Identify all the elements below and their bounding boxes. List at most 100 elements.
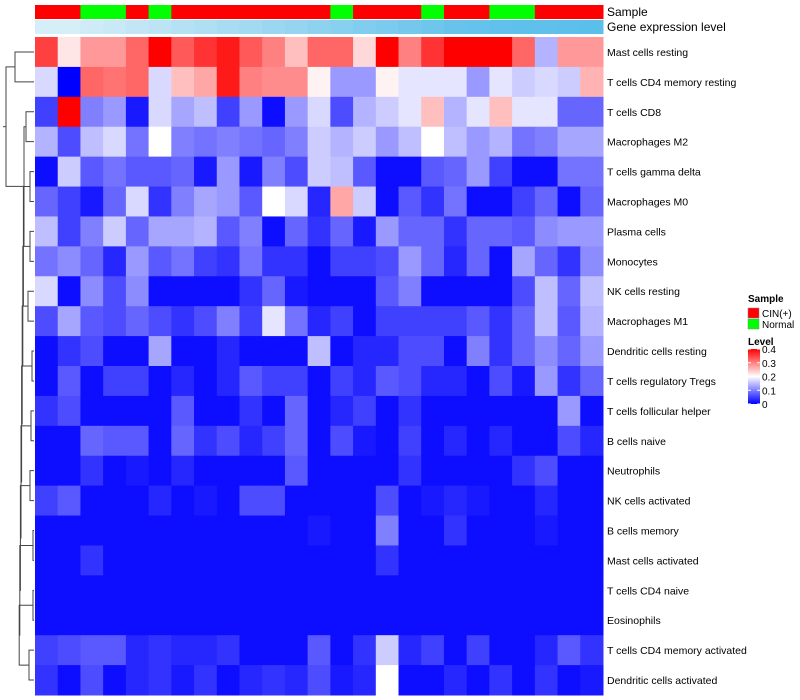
heatmap-cell xyxy=(57,425,81,457)
heatmap-cell xyxy=(103,485,127,517)
expression-annotation-cell xyxy=(557,20,581,34)
heatmap-cell xyxy=(330,485,354,517)
heatmap-cell xyxy=(103,545,127,576)
heatmap-cell xyxy=(375,126,400,158)
heatmap-cell xyxy=(307,336,331,367)
heatmap-cell xyxy=(443,455,468,487)
heatmap-cell xyxy=(489,156,513,188)
heatmap-cell xyxy=(57,246,81,277)
heatmap-cell xyxy=(171,366,195,397)
heatmap-cell xyxy=(57,37,81,68)
heatmap-cell xyxy=(239,37,263,68)
heatmap-cell xyxy=(466,216,490,247)
heatmap-cell xyxy=(443,336,468,367)
heatmap-cell xyxy=(262,485,286,517)
row-labels: Mast cells resting T cells CD4 memory res… xyxy=(607,47,747,687)
heatmap-cell xyxy=(330,545,354,576)
heatmap-cell xyxy=(103,66,127,98)
heatmap-cell xyxy=(307,395,331,427)
heatmap-cell xyxy=(398,485,422,517)
heatmap-cell xyxy=(534,366,559,397)
heatmap-cell xyxy=(57,126,81,158)
expression-annotation-cell xyxy=(57,20,81,34)
heatmap-cell xyxy=(580,126,604,158)
sample-annotation-cell xyxy=(375,5,400,19)
heatmap-cell xyxy=(580,515,604,546)
heatmap-cell xyxy=(307,246,331,277)
heatmap-cell xyxy=(580,216,604,247)
heatmap-cell xyxy=(353,66,377,98)
row-label: B cells memory xyxy=(607,526,680,538)
heatmap-cell xyxy=(148,37,172,68)
heatmap-cell xyxy=(557,186,581,217)
heatmap-cell xyxy=(35,665,59,696)
heatmap-cell xyxy=(284,336,309,367)
expression-annotation-cell xyxy=(353,20,377,34)
heatmap-cell xyxy=(194,545,218,576)
heatmap-cell xyxy=(557,37,581,68)
heatmap-cell xyxy=(534,126,559,158)
heatmap-cell xyxy=(534,635,559,666)
row-label: Mast cells activated xyxy=(607,555,699,567)
heatmap-cell xyxy=(80,37,104,68)
heatmap-cell xyxy=(148,156,172,188)
heatmap-cell xyxy=(148,455,172,487)
heatmap-cell xyxy=(512,216,536,247)
legend-tick-label: 0 xyxy=(762,400,768,411)
heatmap-cell xyxy=(35,395,59,427)
heatmap-cell xyxy=(443,485,468,517)
heatmap-cell xyxy=(534,276,559,307)
heatmap-cell xyxy=(262,455,286,487)
heatmap-cell xyxy=(148,186,172,217)
heatmap-cell xyxy=(398,515,422,546)
heatmap-cell xyxy=(125,306,150,337)
heatmap-cell xyxy=(262,545,286,576)
heatmap-cell xyxy=(443,96,468,128)
heatmap-cell xyxy=(125,605,150,636)
heatmap-cell xyxy=(194,575,218,606)
heatmap-cell xyxy=(489,485,513,517)
heatmap-cell xyxy=(466,276,490,307)
heatmap-cell xyxy=(353,96,377,128)
heatmap-cell xyxy=(466,366,490,397)
heatmap-cell xyxy=(284,485,309,517)
heatmap-cell xyxy=(353,156,377,188)
sample-annotation-cell xyxy=(262,5,286,19)
heatmap-cell xyxy=(262,306,286,337)
heatmap-cell xyxy=(284,515,309,546)
heatmap-cell xyxy=(307,605,331,636)
heatmap-cell xyxy=(262,395,286,427)
heatmap-cell xyxy=(512,665,536,696)
heatmap-cell xyxy=(421,96,445,128)
heatmap-cell xyxy=(284,455,309,487)
heatmap-cell xyxy=(103,665,127,696)
dendrogram-branch xyxy=(32,530,34,561)
sample-annotation-cell xyxy=(125,5,150,19)
heatmap-cell xyxy=(216,575,240,606)
legend-sample-title: Sample xyxy=(748,294,784,305)
sample-track-label: Sample xyxy=(607,5,648,19)
heatmap-cell xyxy=(330,96,354,128)
heatmap-cell xyxy=(171,485,195,517)
heatmap-cell xyxy=(353,485,377,517)
heatmap-cell xyxy=(148,665,172,696)
heatmap-cell xyxy=(307,186,331,217)
heatmap-cell xyxy=(398,126,422,158)
heatmap-cell xyxy=(534,246,559,277)
heatmap-cell xyxy=(557,276,581,307)
sample-annotation-cell xyxy=(307,5,331,19)
heatmap-cell xyxy=(80,306,104,337)
heatmap-cell xyxy=(103,216,127,247)
heatmap-cell xyxy=(103,575,127,606)
heatmap-cell xyxy=(80,246,104,277)
heatmap-cell xyxy=(262,156,286,188)
heatmap-cell xyxy=(421,605,445,636)
expression-annotation-cell xyxy=(148,20,172,34)
heatmap-cell xyxy=(375,425,400,457)
heatmap-cell xyxy=(557,336,581,367)
heatmap-cell xyxy=(330,276,354,307)
heatmap-cell xyxy=(466,605,490,636)
heatmap-cell xyxy=(194,126,218,158)
dendrogram-branch xyxy=(19,544,33,636)
